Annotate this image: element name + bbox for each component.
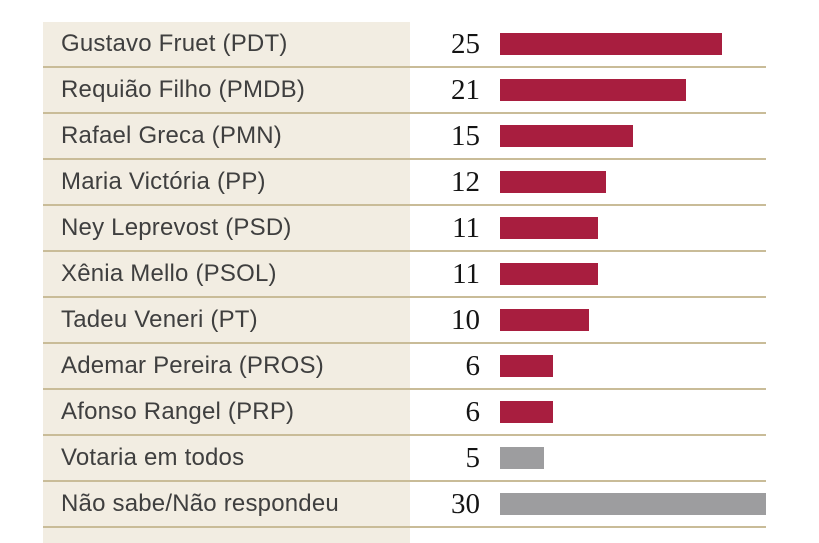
poll-bar [500,217,598,239]
bar-track [500,22,766,66]
candidate-name: Requião Filho (PMDB) [43,68,410,112]
bar-track [500,436,766,480]
poll-bar [500,125,633,147]
poll-bar [500,79,686,101]
bar-track [500,160,766,204]
poll-row: Rafael Greca (PMN) 15 [43,114,766,160]
candidate-name: Não sabe/Não respondeu [43,482,410,526]
bar-track [500,206,766,250]
bar-track [500,252,766,296]
poll-row: Maria Victória (PP) 12 [43,160,766,206]
label-panel-extension [43,528,410,543]
poll-bar [500,355,553,377]
poll-bar [500,263,598,285]
poll-bar [500,401,553,423]
poll-value: 6 [465,349,481,382]
candidate-name: Votaria em todos [43,436,410,480]
poll-value: 6 [465,395,481,428]
poll-value: 11 [452,211,480,244]
bar-track [500,68,766,112]
poll-value: 12 [451,165,480,198]
poll-row: Não sabe/Não respondeu 30 [43,482,766,528]
poll-value: 30 [451,487,480,520]
poll-row: Xênia Mello (PSOL) 11 [43,252,766,298]
candidate-name: Ney Leprevost (PSD) [43,206,410,250]
poll-value: 25 [451,27,480,60]
poll-bar [500,447,544,469]
poll-row: Gustavo Fruet (PDT) 25 [43,22,766,68]
candidate-name: Xênia Mello (PSOL) [43,252,410,296]
poll-row: Ney Leprevost (PSD) 11 [43,206,766,252]
poll-row: Tadeu Veneri (PT) 10 [43,298,766,344]
candidate-name: Tadeu Veneri (PT) [43,298,410,342]
bar-track [500,344,766,388]
poll-bar [500,493,766,515]
poll-bar [500,171,606,193]
candidate-name: Maria Victória (PP) [43,160,410,204]
bar-track [500,298,766,342]
candidate-name: Ademar Pereira (PROS) [43,344,410,388]
poll-row: Afonso Rangel (PRP) 6 [43,390,766,436]
poll-bar [500,33,722,55]
candidate-name: Afonso Rangel (PRP) [43,390,410,434]
poll-row: Votaria em todos 5 [43,436,766,482]
bar-track [500,390,766,434]
poll-value: 15 [451,119,480,152]
poll-row: Ademar Pereira (PROS) 6 [43,344,766,390]
poll-row: Requião Filho (PMDB) 21 [43,68,766,114]
poll-value: 21 [451,73,480,106]
bar-track [500,482,766,526]
poll-value: 10 [451,303,480,336]
chart-rows: Gustavo Fruet (PDT) 25 Requião Filho (PM… [43,22,766,528]
bar-track [500,114,766,158]
poll-bar [500,309,589,331]
poll-value: 5 [465,441,481,474]
poll-value: 11 [452,257,480,290]
candidate-name: Rafael Greca (PMN) [43,114,410,158]
candidate-name: Gustavo Fruet (PDT) [43,22,410,66]
